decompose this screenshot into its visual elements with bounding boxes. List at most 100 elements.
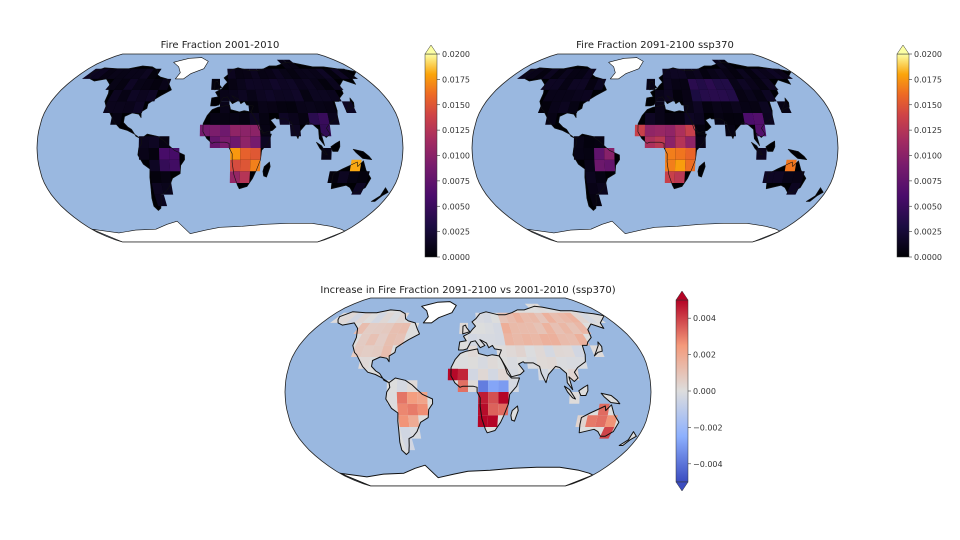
land-greenland [173, 57, 209, 79]
grid-cell [547, 101, 562, 113]
grid-cell [458, 357, 468, 369]
grid-cell [764, 68, 785, 79]
grid-cell [260, 136, 271, 148]
colorbar-tick-label: 0.0075 [442, 177, 470, 186]
colorbar-tick-label: 0.0125 [914, 126, 942, 135]
grid-cell [407, 392, 418, 404]
grid-cell [278, 68, 294, 79]
grid-cell [655, 101, 665, 113]
grid-cell [511, 312, 525, 323]
grid-cell [583, 148, 595, 160]
grid-cell [228, 89, 239, 102]
grid-cell [674, 171, 685, 183]
coastline-africa [637, 104, 707, 190]
grid-cell [484, 322, 495, 334]
grid-cell [397, 403, 409, 416]
grid-cell [662, 68, 672, 79]
grid-cell [325, 78, 344, 90]
grid-cell [227, 68, 237, 79]
land-borneo [765, 141, 775, 152]
grid-cell [547, 333, 562, 346]
grid-cell [565, 357, 578, 369]
coastline-australia [330, 160, 372, 193]
colorbar-body [424, 53, 438, 258]
grid-cell [548, 312, 566, 323]
grid-cell [557, 68, 575, 79]
land-new-zealand [619, 431, 637, 446]
grid-cell [307, 68, 326, 79]
grid-cell [126, 89, 141, 102]
grid-cell [250, 136, 261, 148]
coastline-africa [450, 348, 520, 434]
colorbar-extend-min [675, 481, 689, 492]
grid-cell [309, 78, 326, 90]
grid-cell [330, 312, 352, 323]
grid-cell [519, 312, 533, 323]
grid-cell [557, 322, 574, 334]
grid-cell [676, 68, 688, 79]
grid-cell [319, 124, 332, 137]
grid-cell [220, 89, 230, 102]
grid-cell [675, 124, 686, 137]
grid-cell [549, 78, 566, 90]
coastline-eurasia [458, 305, 605, 391]
grid-cell [209, 124, 220, 137]
grid-cell [82, 68, 104, 79]
coastline-japan [781, 97, 790, 113]
coastline-new-zealand [370, 187, 389, 202]
grid-cell [210, 113, 220, 125]
world-map [36, 53, 404, 243]
grid-cell [380, 345, 393, 357]
grid-cell [498, 380, 509, 392]
grid-cell [723, 113, 735, 125]
colorbar-tick-label: 0.0150 [914, 101, 942, 110]
grid-cell [516, 322, 530, 334]
grid-cell [584, 78, 599, 90]
grid-cell [537, 101, 552, 113]
colorbar-tick-label: 0.0150 [442, 101, 470, 110]
grid-cell [230, 124, 241, 137]
grid-cell [494, 333, 506, 346]
grid-cell [240, 148, 251, 160]
colorbar-tick-label: 0.002 [693, 351, 716, 360]
colorbar-body [896, 53, 910, 258]
grid-cell [685, 148, 696, 160]
grid-cell [604, 148, 615, 160]
coastline-madagascar [510, 405, 519, 422]
colorbar-tick-label: 0.0050 [442, 202, 470, 211]
grid-cell [498, 368, 509, 381]
map-frame [471, 53, 839, 243]
coastline-africa [202, 104, 272, 190]
coastline-new-guinea [600, 392, 621, 405]
grid-cell [711, 101, 724, 113]
grid-cell [327, 113, 340, 125]
grid-cell [713, 68, 729, 79]
grid-cell [594, 159, 606, 172]
grid-cell [388, 322, 403, 334]
grid-cell [293, 68, 310, 79]
coastline-greenland [173, 57, 209, 80]
grid-cell [230, 136, 241, 148]
grid-cell [276, 101, 289, 113]
grid-cell [733, 113, 745, 125]
grid-cell [255, 89, 267, 102]
colorbar: 0.0000 0.0025 0.0050 0.0075 0.0100 0.0125 0.01… [424, 44, 470, 262]
panel-title: Increase in Fire Fraction 2091-2100 vs 2… [320, 285, 615, 296]
grid-cell [397, 322, 412, 334]
land-madagascar [697, 162, 706, 178]
grid-cell [497, 312, 509, 323]
grid-cell [313, 101, 328, 113]
grid-cell [524, 322, 539, 334]
grid-cell [567, 368, 580, 381]
grid-cell [498, 403, 509, 416]
panel-title: Fire Fraction 2091-2100 ssp370 [576, 40, 734, 51]
grid-cell [542, 89, 558, 102]
grid-cell [281, 89, 295, 102]
grid-cell [664, 113, 675, 125]
grid-cell [575, 78, 590, 90]
grid-cell [728, 78, 744, 90]
grid-cell [538, 333, 553, 346]
coastline-borneo [578, 384, 589, 396]
grid-cell [498, 392, 509, 404]
grid-cell [604, 159, 616, 172]
